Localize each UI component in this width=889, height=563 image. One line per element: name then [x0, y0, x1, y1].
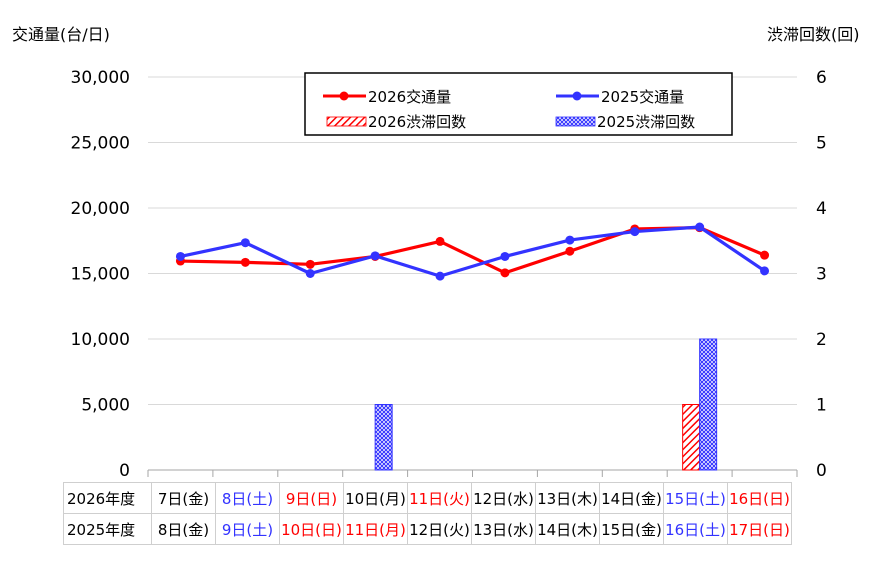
date-cell-2025: 10日(日)	[279, 513, 344, 545]
chart-canvas: 30,000 625,000 520,000 415,000 310,000 25,000…	[12, 25, 860, 481]
legend-label-traffic-2026: 2026交通量	[368, 88, 451, 106]
date-cell-2025: 11日(月)	[343, 513, 408, 545]
y-right-tick-label: 4	[816, 199, 827, 219]
date-cell-2025: 12日(火)	[407, 513, 472, 545]
traffic-lines	[175, 222, 770, 281]
y-right-axis-title: 渋滞回数(回)	[767, 25, 860, 44]
gridlines	[147, 76, 798, 477]
date-cell-2025: 9日(土)	[215, 513, 280, 545]
date-cell-2026: 11日(火)	[407, 482, 472, 514]
date-cell-2026: 10日(月)	[343, 482, 408, 514]
y-left-tick-label: 5,000	[81, 396, 130, 416]
date-cell-2025: 14日(木)	[535, 513, 600, 545]
date-cell-2025: 17日(日)	[727, 513, 792, 545]
traffic-point-2025	[500, 251, 510, 261]
jam-bar-2025	[699, 338, 718, 471]
y-right-tick-label: 1	[816, 396, 827, 416]
jam-bars	[374, 338, 718, 471]
jam-bar-2026	[682, 404, 701, 471]
date-cell-2026: 15日(土)	[663, 482, 728, 514]
date-cell-2025: 16日(土)	[663, 513, 728, 545]
date-cell-2025: 13日(水)	[471, 513, 536, 545]
y-left-tick-label: 30,000	[71, 68, 130, 88]
legend: 2026交通量 2025交通量 2026渋滞回数 2025渋滞回数	[304, 72, 733, 136]
date-cell-2025: 8日(金)	[151, 513, 216, 545]
traffic-point-2025	[695, 222, 705, 232]
date-cell-2026: 8日(土)	[215, 482, 280, 514]
date-cell-2026: 7日(金)	[151, 482, 216, 514]
traffic-point-2025	[305, 269, 315, 278]
traffic-point-2026	[435, 236, 445, 246]
y-left-axis-title: 交通量(台/日)	[12, 25, 110, 44]
legend-box	[304, 72, 733, 136]
traffic-point-2025	[565, 235, 575, 245]
legend-marker-traffic-2026	[339, 91, 349, 101]
traffic-point-2026	[500, 268, 510, 278]
row-label-2026: 2026年度	[63, 482, 152, 514]
date-cell-2025: 15日(金)	[599, 513, 664, 545]
table-row-2025: 2025年度 8日(金) 9日(土) 10日(日) 11日(月) 12日(火) …	[63, 513, 792, 545]
traffic-line-2025	[180, 225, 766, 278]
legend-marker-traffic-2025	[572, 91, 582, 101]
date-cell-2026: 14日(金)	[599, 482, 664, 514]
date-table: 2026年度 7日(金) 8日(土) 9日(日) 10日(月) 11日(火) 1…	[63, 482, 792, 545]
y-left-tick-label: 15,000	[71, 265, 130, 285]
y-right-tick-label: 3	[816, 265, 827, 285]
legend-swatch-jam-2025	[555, 116, 596, 127]
traffic-point-2025	[240, 238, 250, 248]
table-row-2026: 2026年度 7日(金) 8日(土) 9日(日) 10日(月) 11日(火) 1…	[63, 482, 792, 514]
axis-ticks: 30,000 625,000 520,000 415,000 310,000 25,000…	[71, 68, 827, 481]
traffic-point-2025	[630, 227, 640, 237]
y-left-tick-label: 20,000	[71, 199, 130, 219]
legend-label-jam-2026: 2026渋滞回数	[368, 113, 466, 131]
traffic-point-2025	[760, 266, 770, 276]
legend-label-jam-2025: 2025渋滞回数	[597, 113, 695, 131]
traffic-point-2025	[175, 251, 185, 261]
y-right-tick-label: 2	[816, 330, 827, 350]
jam-bar-2025	[374, 404, 393, 471]
y-left-tick-label: 0	[119, 461, 130, 481]
traffic-point-2026	[240, 257, 250, 267]
legend-label-traffic-2025: 2025交通量	[601, 88, 684, 106]
date-cell-2026: 9日(日)	[279, 482, 344, 514]
y-right-tick-label: 6	[816, 68, 827, 88]
date-cell-2026: 12日(水)	[471, 482, 536, 514]
traffic-point-2026	[760, 250, 770, 260]
traffic-point-2025	[370, 251, 380, 261]
traffic-point-2025	[435, 271, 445, 281]
date-cell-2026: 13日(木)	[535, 482, 600, 514]
y-left-tick-label: 25,000	[71, 134, 130, 154]
legend-swatch-jam-2026	[326, 116, 367, 127]
date-cell-2026: 16日(日)	[727, 482, 792, 514]
y-right-tick-label: 5	[816, 134, 827, 154]
traffic-point-2026	[305, 259, 315, 269]
y-left-tick-label: 10,000	[71, 330, 130, 350]
traffic-point-2026	[565, 246, 575, 256]
y-right-tick-label: 0	[816, 461, 827, 481]
row-label-2025: 2025年度	[63, 513, 152, 545]
